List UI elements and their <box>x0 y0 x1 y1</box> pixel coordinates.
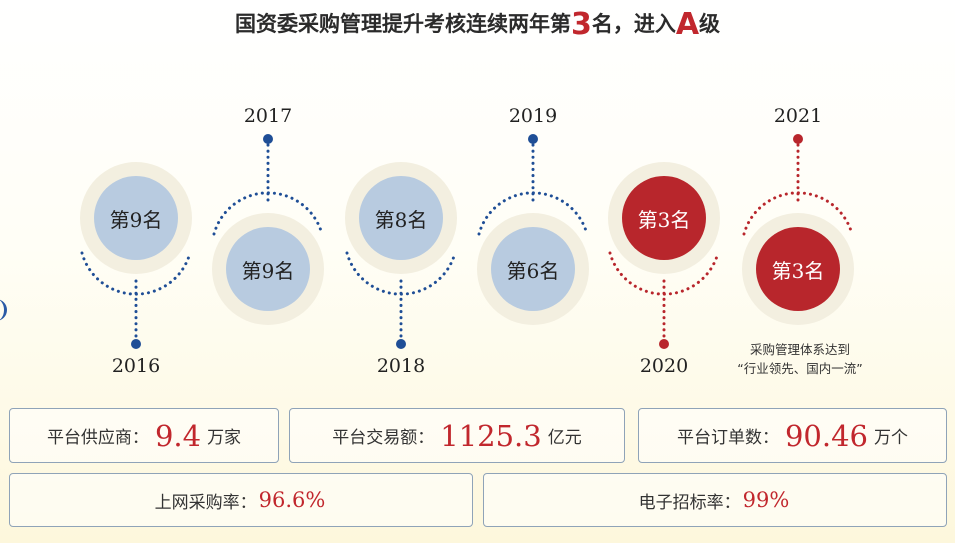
stat-value: 99% <box>742 488 790 512</box>
title-text-end: 级 <box>699 12 721 36</box>
rank-circle-2016 <box>94 176 178 260</box>
year-2017: 2017 <box>243 105 293 127</box>
stat-value: 9.4 <box>154 418 202 453</box>
stat-unit: 万个 <box>874 428 909 448</box>
rank-label-2017: 第9名 <box>241 259 295 283</box>
note-line-1: 采购管理体系达到 <box>749 342 850 357</box>
rank-circle-2021 <box>756 227 840 311</box>
rank-label-2016: 第9名 <box>109 208 163 232</box>
stat-orders: 平台订单数： 90.46 万个 <box>638 408 947 463</box>
edge-decoration <box>0 299 7 321</box>
dot-2019 <box>528 134 538 144</box>
rank-label-2019: 第6名 <box>506 259 560 283</box>
stat-suppliers: 平台供应商： 9.4 万家 <box>9 408 279 463</box>
stat-label: 平台交易额： <box>332 428 435 448</box>
stat-value: 96.6% <box>258 488 326 512</box>
dot-2018 <box>396 339 406 349</box>
stat-online-procurement-rate: 上网采购率： 96.6% <box>9 473 473 527</box>
rank-circle-2020 <box>622 176 706 260</box>
page-title: 国资委采购管理提升考核连续两年第3名，进入A级 <box>0 8 955 40</box>
dot-2020 <box>659 339 669 349</box>
year-2021: 2021 <box>773 105 823 127</box>
title-text-middle: 名，进入 <box>591 12 676 36</box>
stat-label: 平台供应商： <box>46 428 149 448</box>
title-rank-number: 3 <box>570 7 592 42</box>
dot-2017 <box>263 134 273 144</box>
stat-label: 平台订单数： <box>676 428 779 448</box>
year-2016: 2016 <box>111 355 161 377</box>
achievement-note: 采购管理体系达到 “行业领先、国内一流” <box>718 340 882 378</box>
note-line-2: “行业领先、国内一流” <box>737 361 863 376</box>
title-grade: A <box>675 7 700 42</box>
stat-value: 1125.3 <box>440 418 542 453</box>
stat-label: 电子招标率： <box>638 492 741 513</box>
year-2018: 2018 <box>376 355 426 377</box>
dot-2016 <box>131 339 141 349</box>
stat-e-tender-rate: 电子招标率： 99% <box>483 473 947 527</box>
stat-value: 90.46 <box>784 418 869 453</box>
stat-unit: 万家 <box>207 428 242 448</box>
rank-circle-2019 <box>491 227 575 311</box>
rank-circle-2018 <box>359 176 443 260</box>
stat-transaction-volume: 平台交易额： 1125.3 亿元 <box>289 408 625 463</box>
title-text: 国资委采购管理提升考核连续两年第 <box>234 12 571 36</box>
year-2019: 2019 <box>508 105 558 127</box>
stat-label: 上网采购率： <box>154 492 257 513</box>
rank-label-2020: 第3名 <box>637 208 691 232</box>
year-2020: 2020 <box>639 355 689 377</box>
rank-circle-2017 <box>226 227 310 311</box>
dot-2021 <box>793 134 803 144</box>
rank-label-2018: 第8名 <box>374 208 428 232</box>
stat-unit: 亿元 <box>547 428 582 448</box>
rank-label-2021: 第3名 <box>771 259 825 283</box>
